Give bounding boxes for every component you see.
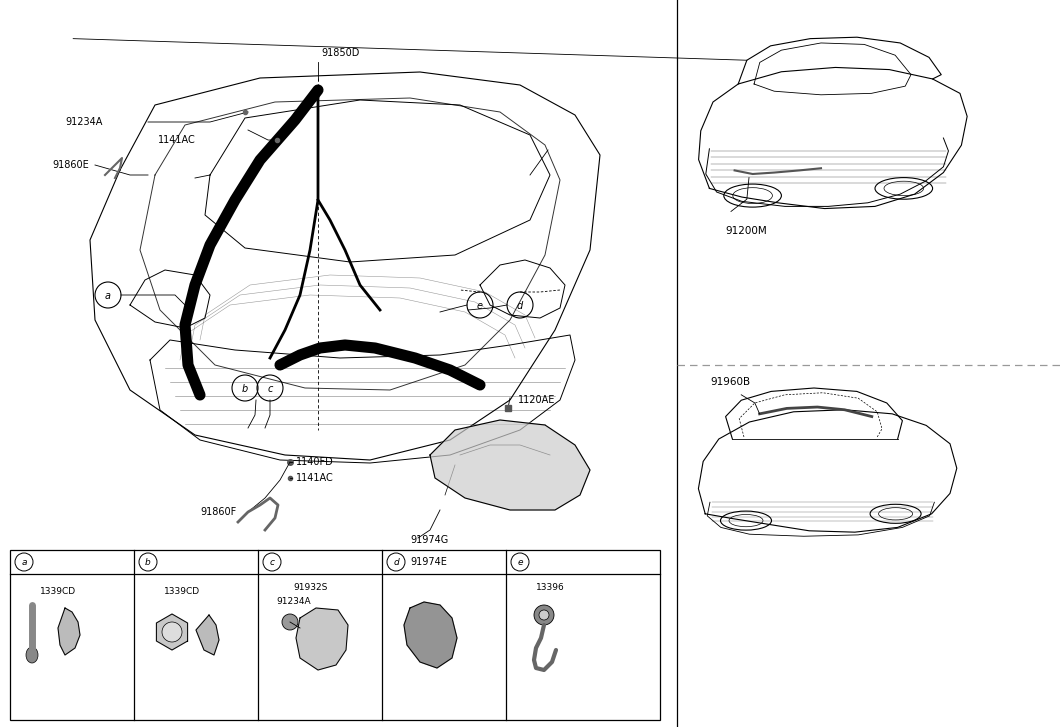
Text: 91860F: 91860F <box>200 507 236 517</box>
Text: a: a <box>21 558 27 567</box>
Text: b: b <box>242 384 248 394</box>
Text: 91234A: 91234A <box>276 598 310 606</box>
Text: 91850D: 91850D <box>321 48 359 58</box>
Text: 91960B: 91960B <box>710 377 750 387</box>
Text: 1140FD: 1140FD <box>296 457 334 467</box>
Bar <box>10 550 660 720</box>
Text: a: a <box>105 291 111 301</box>
Text: 1141AC: 1141AC <box>158 135 196 145</box>
Polygon shape <box>296 608 348 670</box>
Text: 91860E: 91860E <box>52 160 88 170</box>
Text: 1120AE: 1120AE <box>518 395 555 405</box>
Polygon shape <box>404 602 457 668</box>
Text: 91932S: 91932S <box>293 584 327 593</box>
Text: 1339CD: 1339CD <box>164 587 200 596</box>
Text: e: e <box>477 301 483 311</box>
Ellipse shape <box>26 647 38 663</box>
Polygon shape <box>58 608 80 655</box>
Circle shape <box>539 610 549 620</box>
Circle shape <box>162 622 182 642</box>
Polygon shape <box>431 420 590 510</box>
Polygon shape <box>196 615 219 655</box>
Text: c: c <box>267 384 273 394</box>
Text: 91234A: 91234A <box>65 117 102 127</box>
Text: d: d <box>517 301 523 311</box>
Text: c: c <box>270 558 274 567</box>
Text: d: d <box>393 558 399 567</box>
Circle shape <box>282 614 298 630</box>
Text: e: e <box>518 558 523 567</box>
Polygon shape <box>156 614 187 650</box>
Text: 13396: 13396 <box>536 584 564 593</box>
Text: 1141AC: 1141AC <box>296 473 334 483</box>
Circle shape <box>534 605 554 625</box>
Text: 91974G: 91974G <box>410 535 449 545</box>
Text: 91974E: 91974E <box>410 557 446 567</box>
Text: 91200M: 91200M <box>725 225 766 236</box>
Text: 1339CD: 1339CD <box>40 587 77 596</box>
Text: b: b <box>146 558 151 567</box>
